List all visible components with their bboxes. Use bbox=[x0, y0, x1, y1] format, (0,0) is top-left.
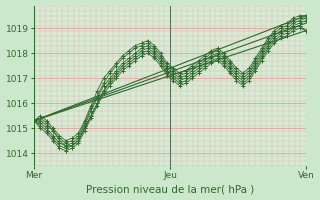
X-axis label: Pression niveau de la mer( hPa ): Pression niveau de la mer( hPa ) bbox=[86, 184, 254, 194]
